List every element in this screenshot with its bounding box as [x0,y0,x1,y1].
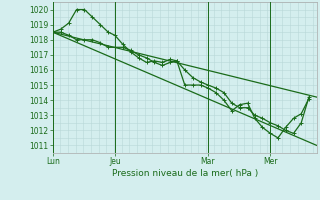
X-axis label: Pression niveau de la mer( hPa ): Pression niveau de la mer( hPa ) [112,169,258,178]
